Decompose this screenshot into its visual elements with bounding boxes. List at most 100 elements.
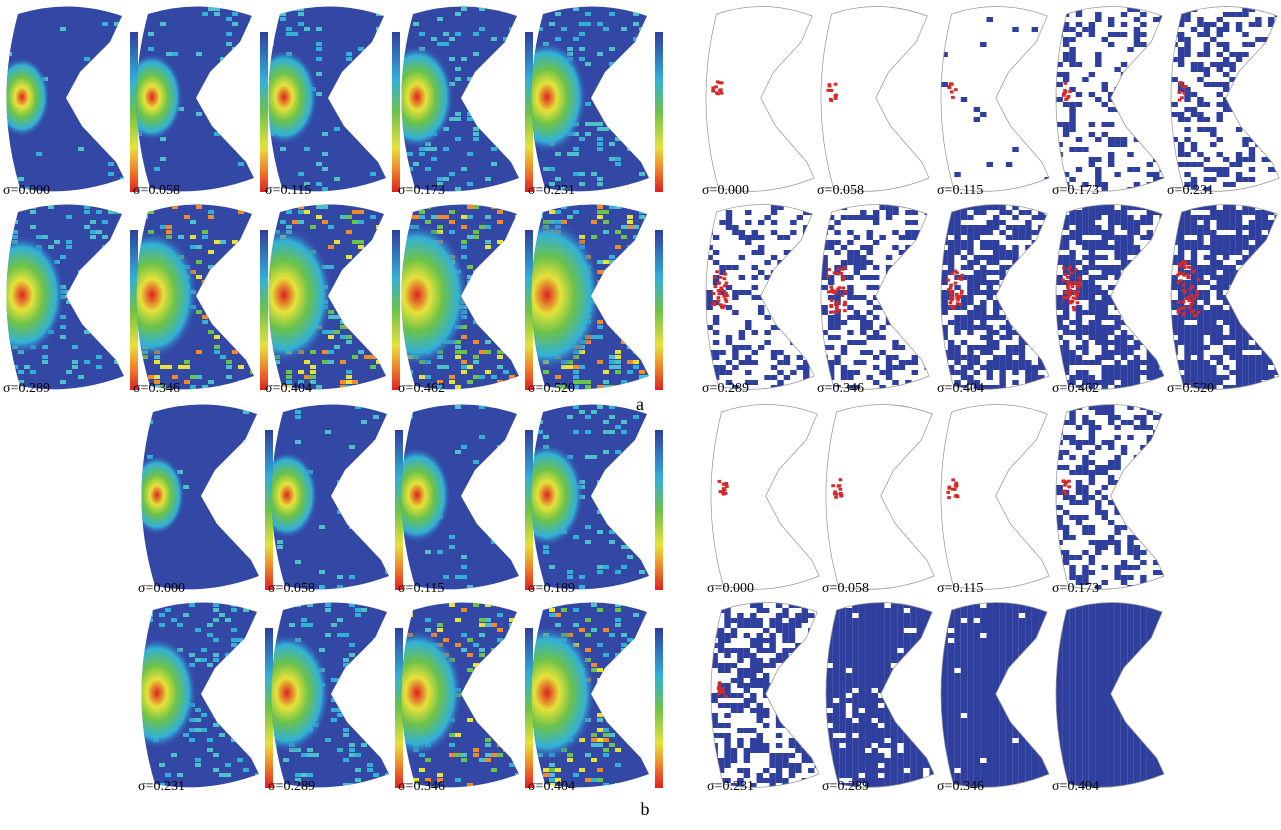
failed-cell: [1102, 335, 1108, 340]
failed-cell: [1006, 330, 1012, 335]
failed-cell: [1210, 215, 1216, 220]
mesh-cell: [455, 618, 461, 622]
failed-cell: [1147, 2, 1153, 7]
failed-cell: [935, 280, 941, 285]
mesh-cell: [621, 545, 627, 549]
failed-cell: [1274, 335, 1280, 340]
failed-cell: [1121, 290, 1127, 295]
failed-cell: [980, 270, 986, 275]
mesh-cell: [503, 300, 509, 304]
failed-cell: [918, 200, 924, 205]
failed-cell: [1153, 310, 1159, 315]
mesh-cell: [214, 12, 220, 16]
failed-cell: [1114, 172, 1120, 177]
failed-cell: [1102, 275, 1108, 280]
failed-cell: [1056, 152, 1062, 157]
failed-cell: [1147, 275, 1153, 280]
failed-cell: [860, 255, 866, 260]
failed-cell: [1210, 62, 1216, 67]
failed-cell: [1025, 285, 1031, 290]
mesh-cell: [473, 290, 479, 294]
mesh-cell: [603, 385, 609, 389]
failed-cell: [1006, 335, 1012, 340]
failed-cell: [854, 260, 860, 265]
failed-cell: [1255, 87, 1261, 92]
failed-cell: [1076, 370, 1082, 375]
mesh-cell: [597, 678, 603, 682]
failed-cell: [803, 330, 809, 335]
failed-cell: [1262, 62, 1268, 67]
mesh: [256, 400, 395, 595]
failed-cell: [948, 320, 954, 325]
failed-cell: [918, 240, 924, 245]
failed-cell: [1095, 210, 1101, 215]
failed-cell: [1153, 325, 1159, 330]
mesh-cell: [370, 290, 376, 294]
mesh-cell: [337, 678, 343, 682]
sigma-label: σ=0.404: [265, 381, 312, 396]
colorbar: [395, 628, 403, 788]
failed-cell: [1050, 235, 1056, 240]
mesh-cell: [597, 325, 603, 329]
mesh-cell: [376, 385, 382, 389]
failed-cell: [1025, 200, 1031, 205]
mesh-cell: [213, 768, 219, 772]
failed-cell: [1147, 162, 1153, 167]
mesh-cell: [337, 708, 343, 712]
failed-cell: [1069, 215, 1075, 220]
failed-cell: [1153, 240, 1159, 245]
failed-cell: [1134, 385, 1140, 390]
failed-cell: [1095, 177, 1101, 182]
failed-cell: [1197, 360, 1203, 365]
failed-cell: [1095, 285, 1101, 290]
mesh-cell: [249, 743, 255, 747]
failed-cell: [1102, 82, 1108, 87]
failed-cell: [1038, 330, 1044, 335]
failed-cell: [1127, 285, 1133, 290]
mesh-cell: [479, 698, 485, 702]
mesh-cell: [479, 653, 485, 657]
failed-cell: [1102, 310, 1108, 315]
failed-cell: [1191, 280, 1197, 285]
failed-cell: [1121, 445, 1127, 450]
mesh-cell: [585, 122, 591, 126]
failed-cell: [1217, 275, 1223, 280]
mesh-cell: [603, 127, 609, 131]
failed-cell: [1140, 320, 1146, 325]
failed-cell: [954, 370, 960, 375]
mesh-cell: [473, 305, 479, 309]
mesh-cell: [591, 455, 597, 459]
failed-cell: [935, 310, 941, 315]
failed-cell: [1236, 240, 1242, 245]
failed-cell: [713, 315, 719, 320]
failed-cell: [1056, 350, 1062, 355]
failed-cell: [1153, 92, 1159, 97]
mesh-cell: [244, 255, 250, 259]
failed-cell: [1159, 355, 1165, 360]
failed-cell: [987, 350, 993, 355]
failed-cell: [987, 17, 993, 22]
failed-cell: [1056, 205, 1062, 210]
failed-cell: [1063, 340, 1069, 345]
failed-cell: [980, 320, 986, 325]
failed-cell: [771, 220, 777, 225]
failed-cell: [1171, 375, 1177, 380]
sigma-label: σ=0.115: [937, 183, 983, 198]
mesh-cell: [166, 225, 172, 229]
mesh-cell: [148, 32, 154, 36]
failed-cell: [713, 320, 719, 325]
mesh-cell: [461, 648, 467, 652]
failed-cell: [1095, 57, 1101, 62]
failed-cell: [1236, 245, 1242, 250]
failed-cell: [961, 375, 967, 380]
failed-cell: [1134, 340, 1140, 345]
failed-cell: [1108, 122, 1114, 127]
mesh-cell: [120, 250, 126, 254]
failed-cell: [1217, 265, 1223, 270]
failed-cell: [1242, 137, 1248, 142]
failed-cell: [1229, 370, 1235, 375]
stress-blob: [498, 625, 596, 761]
mesh-cell: [232, 240, 238, 244]
failed-cell: [967, 320, 973, 325]
failed-cell: [828, 200, 834, 205]
